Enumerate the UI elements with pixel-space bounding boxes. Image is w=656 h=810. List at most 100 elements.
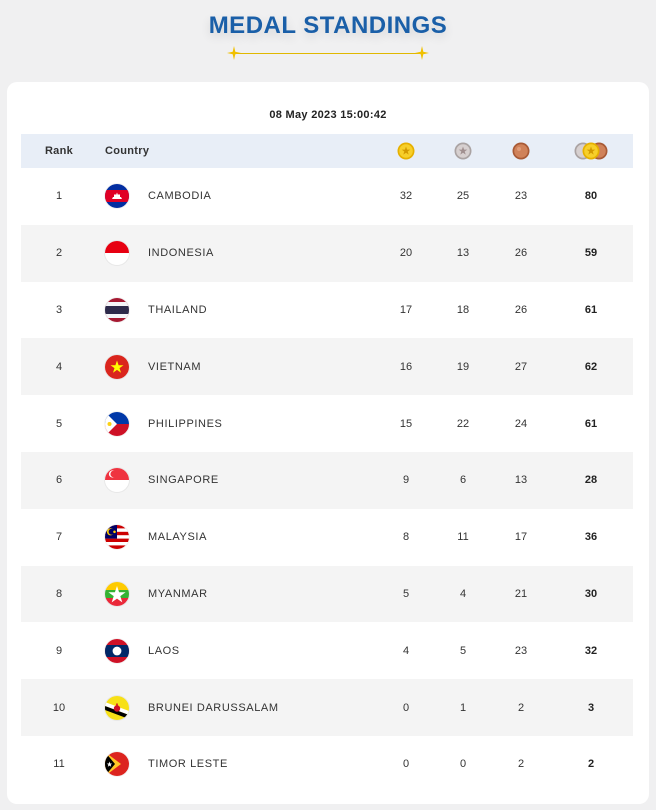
- indonesia-flag-icon: [105, 241, 129, 266]
- silver-count: 0: [459, 758, 467, 771]
- rank-cell: 9: [55, 644, 63, 657]
- country-cell: CAMBODIA: [105, 168, 385, 225]
- table-row[interactable]: 2 INDONESIA 20 13 26 59: [21, 224, 633, 282]
- country-cell: BRUNEI DARUSSALAM: [105, 679, 385, 736]
- rank-cell: 3: [55, 303, 63, 316]
- myanmar-flag-icon: [105, 581, 129, 606]
- bronze-count: 27: [514, 360, 528, 373]
- table-row[interactable]: 4 VIETNAM 16 19 27 62: [21, 338, 633, 396]
- table-header: Rank Country: [21, 134, 633, 168]
- total-count: 36: [584, 531, 598, 544]
- country-name: TIMOR LESTE: [148, 758, 228, 771]
- total-count: 61: [584, 417, 598, 430]
- standings-card: 08 May 2023 15:00:42 Rank Country: [7, 82, 649, 804]
- total-count: 61: [584, 303, 598, 316]
- silver-count: 6: [459, 474, 467, 487]
- bronze-header: [502, 134, 540, 168]
- total-count: 28: [584, 474, 598, 487]
- divider-line: [235, 53, 421, 54]
- silver-header: [444, 134, 482, 168]
- bronze-count: 2: [517, 758, 525, 771]
- rank-cell: 4: [55, 360, 63, 373]
- philippines-flag-icon: [105, 411, 129, 436]
- table-row[interactable]: 9 LAOS 4 5 23 32: [21, 622, 633, 679]
- total-count: 59: [584, 247, 598, 260]
- bronze-count: 2: [517, 701, 525, 714]
- total-count: 80: [584, 190, 598, 203]
- silver-count: 11: [457, 531, 469, 544]
- rank-cell: 8: [55, 587, 63, 600]
- country-name: SINGAPORE: [148, 474, 219, 487]
- country-cell: INDONESIA: [105, 225, 385, 282]
- country-name: PHILIPPINES: [148, 417, 223, 430]
- table-row[interactable]: 3 THAILAND 17 18 26 61: [21, 282, 633, 339]
- gold-count: 17: [399, 303, 413, 316]
- sparkle-icon: [227, 46, 241, 60]
- silver-count: 4: [459, 587, 467, 600]
- country-name: CAMBODIA: [148, 190, 212, 203]
- malaysia-flag-icon: [105, 525, 129, 550]
- gold-count: 15: [399, 417, 413, 430]
- gold-count: 32: [399, 190, 413, 203]
- rank-cell: 11: [53, 758, 65, 771]
- country-cell: THAILAND: [105, 282, 385, 339]
- country-name: THAILAND: [148, 303, 208, 316]
- thailand-flag-icon: [105, 297, 129, 322]
- bronze-count: 26: [514, 247, 528, 260]
- page-header: MEDAL STANDINGS: [0, 0, 656, 80]
- table-row[interactable]: 5 PHILIPPINES 15 22 24 61: [21, 395, 633, 452]
- table-row[interactable]: 11 TIMOR LESTE 0 0 2 2: [21, 736, 633, 793]
- rank-cell: 1: [55, 190, 63, 203]
- country-name: VIETNAM: [148, 360, 202, 373]
- country-cell: MYANMAR: [105, 566, 385, 623]
- gold-count: 0: [402, 701, 410, 714]
- country-header: Country: [105, 145, 150, 157]
- gold-count: 8: [402, 531, 410, 544]
- country-name: MYANMAR: [148, 587, 208, 600]
- country-cell: MALAYSIA: [105, 509, 385, 566]
- silver-count: 25: [456, 190, 470, 203]
- silver-count: 19: [456, 360, 470, 373]
- country-name: MALAYSIA: [148, 531, 208, 544]
- country-name: INDONESIA: [148, 247, 214, 260]
- total-count: 2: [587, 758, 595, 771]
- bronze-count: 13: [514, 474, 528, 487]
- gold-medal-icon: [397, 142, 415, 160]
- gold-count: 9: [402, 474, 410, 487]
- title-divider: [227, 46, 429, 62]
- country-cell: SINGAPORE: [105, 452, 385, 509]
- gold-count: 0: [402, 758, 410, 771]
- rank-cell: 6: [55, 474, 63, 487]
- bronze-count: 21: [514, 587, 528, 600]
- silver-medal-icon: [454, 142, 472, 160]
- laos-flag-icon: [105, 638, 129, 663]
- medal-table: Rank Country: [21, 134, 633, 793]
- table-row[interactable]: 10 BRUNEI DARUSSALAM 0 1 2 3: [21, 679, 633, 736]
- table-row[interactable]: 7 MALAYSIA 8 11 17 36: [21, 509, 633, 566]
- total-count: 30: [584, 587, 598, 600]
- bronze-count: 24: [514, 417, 528, 430]
- gold-count: 16: [399, 360, 413, 373]
- gold-count: 4: [402, 644, 410, 657]
- vietnam-flag-icon: [105, 354, 129, 379]
- bronze-count: 17: [514, 531, 528, 544]
- table-row[interactable]: 6 SINGAPORE 9 6 13 28: [21, 451, 633, 509]
- timor-leste-flag-icon: [105, 752, 129, 777]
- gold-count: 20: [399, 247, 413, 260]
- total-medals-icon: [574, 142, 608, 160]
- silver-count: 1: [459, 701, 467, 714]
- silver-count: 18: [456, 303, 470, 316]
- page-title: MEDAL STANDINGS: [208, 12, 448, 39]
- table-row[interactable]: 1 CAMBODIA 32 25 23 80: [21, 168, 633, 225]
- silver-count: 22: [456, 417, 470, 430]
- silver-count: 13: [456, 247, 470, 260]
- country-name: BRUNEI DARUSSALAM: [148, 701, 279, 714]
- singapore-flag-icon: [105, 468, 129, 493]
- bronze-count: 23: [514, 190, 528, 203]
- gold-header: [387, 134, 425, 168]
- total-count: 32: [584, 644, 598, 657]
- table-row[interactable]: 8 MYANMAR 5 4 21 30: [21, 565, 633, 623]
- bronze-medal-icon: [512, 142, 530, 160]
- rank-cell: 5: [55, 417, 63, 430]
- country-cell: PHILIPPINES: [105, 395, 385, 452]
